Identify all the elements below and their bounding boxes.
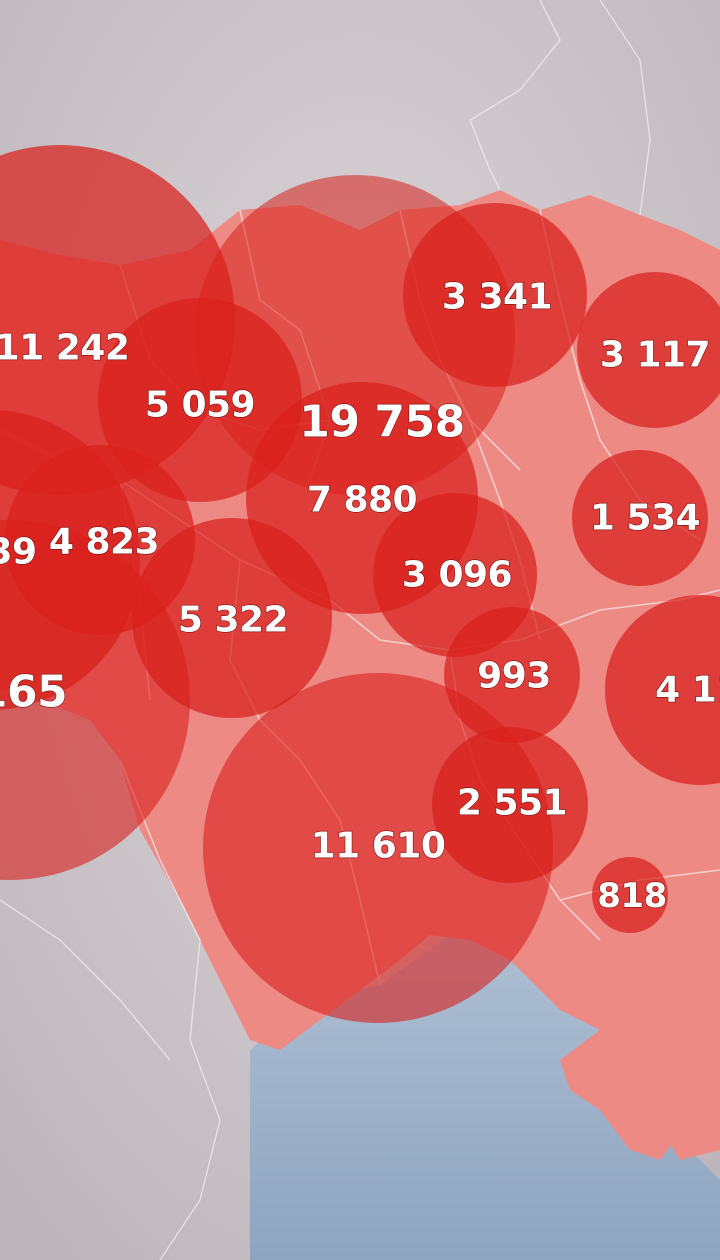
bubble-region-7[interactable] (572, 450, 708, 586)
label-region-11: 5 322 (178, 600, 288, 641)
label-region-8: 4 823 (49, 522, 159, 563)
label-region-2: 5 059 (145, 385, 255, 426)
label-region-13: 4 11 (655, 670, 720, 711)
bubble-region-16[interactable] (203, 673, 553, 1023)
bubble-region-17[interactable] (592, 857, 668, 933)
label-region-6: 7 880 (307, 480, 417, 521)
bubble-region-13[interactable] (605, 595, 720, 785)
bubble-region-14[interactable] (0, 520, 190, 880)
label-region-12: 993 (477, 656, 551, 697)
label-region-1: 11 242 (0, 328, 129, 369)
label-region-9: 39 (0, 532, 37, 573)
label-region-3: 19 758 (299, 397, 464, 448)
label-region-15: 2 551 (457, 783, 567, 824)
label-region-5: 3 117 (600, 335, 710, 376)
label-region-10: 3 096 (402, 555, 512, 596)
bubble-labels: 11 242 5 059 19 758 3 341 3 117 7 880 1 … (0, 276, 720, 917)
bubbles (0, 145, 720, 1023)
label-region-7: 1 534 (590, 498, 700, 539)
label-region-17: 818 (597, 876, 666, 916)
neighbour-borders (0, 0, 651, 1260)
label-region-16: 11 610 (311, 826, 446, 867)
peninsula (560, 1020, 700, 1160)
bubble-region-5[interactable] (577, 272, 720, 428)
label-region-4: 3 341 (442, 277, 552, 318)
bubble-region-4[interactable] (403, 203, 587, 387)
label-region-14: 165 (0, 667, 67, 718)
